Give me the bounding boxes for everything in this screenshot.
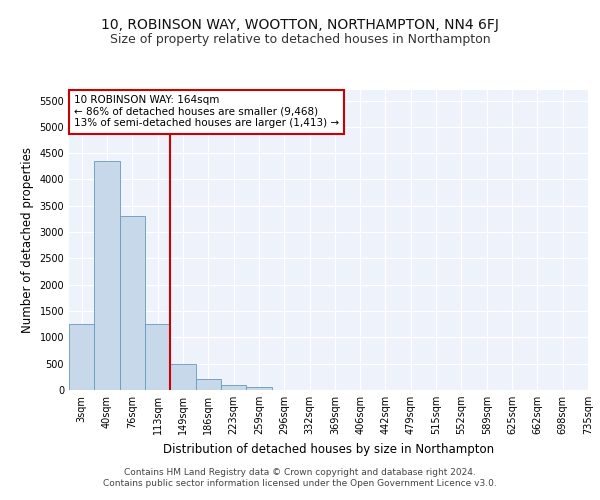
Bar bbox=[221, 386, 246, 390]
Y-axis label: Number of detached properties: Number of detached properties bbox=[21, 147, 34, 333]
Text: Contains HM Land Registry data © Crown copyright and database right 2024.
Contai: Contains HM Land Registry data © Crown c… bbox=[103, 468, 497, 487]
Bar bbox=[170, 364, 196, 390]
Bar bbox=[69, 324, 94, 390]
Bar bbox=[119, 216, 145, 390]
Bar bbox=[94, 161, 119, 390]
Text: 10 ROBINSON WAY: 164sqm
← 86% of detached houses are smaller (9,468)
13% of semi: 10 ROBINSON WAY: 164sqm ← 86% of detache… bbox=[74, 96, 339, 128]
Bar bbox=[246, 387, 272, 390]
X-axis label: Distribution of detached houses by size in Northampton: Distribution of detached houses by size … bbox=[163, 442, 494, 456]
Bar bbox=[145, 324, 170, 390]
Bar bbox=[196, 378, 221, 390]
Text: 10, ROBINSON WAY, WOOTTON, NORTHAMPTON, NN4 6FJ: 10, ROBINSON WAY, WOOTTON, NORTHAMPTON, … bbox=[101, 18, 499, 32]
Text: Size of property relative to detached houses in Northampton: Size of property relative to detached ho… bbox=[110, 32, 490, 46]
